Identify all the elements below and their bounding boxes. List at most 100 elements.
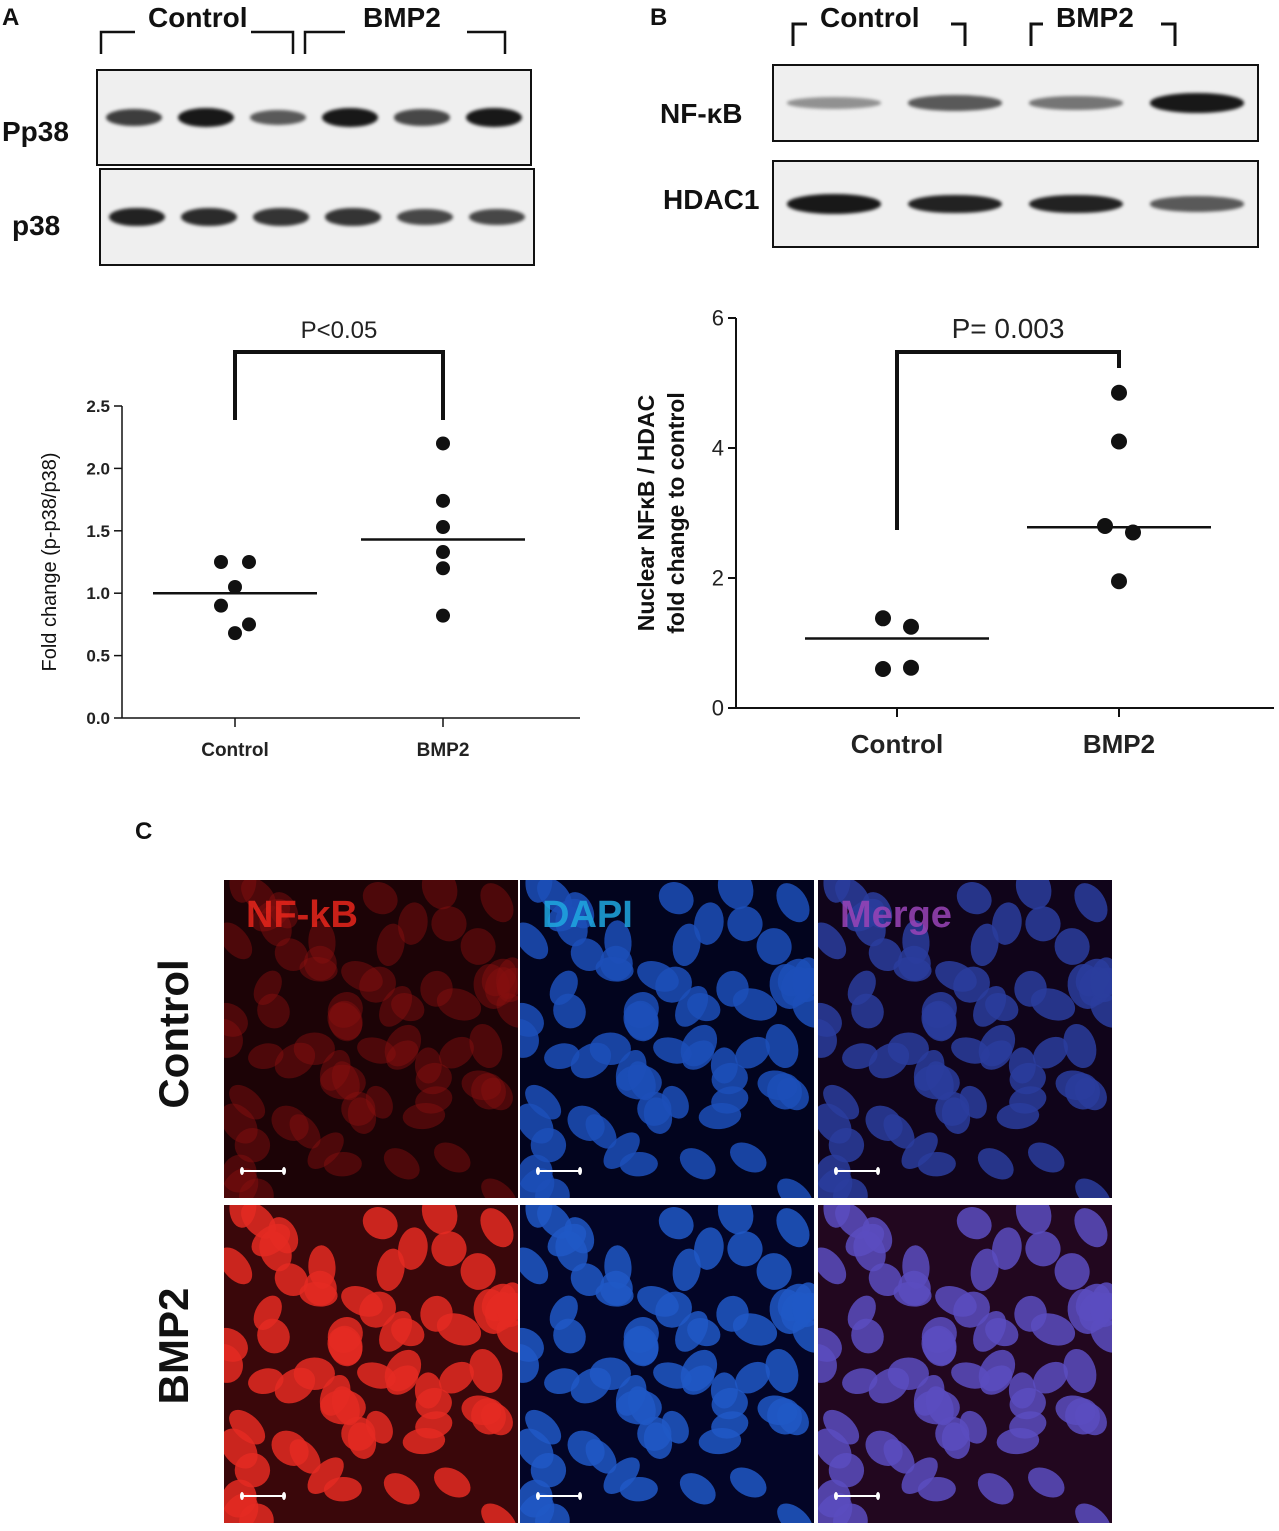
nucleus [253,970,282,1006]
y-tick-label: 6 [712,306,724,331]
nucleus [823,1409,860,1445]
nucleus [985,993,1019,1022]
nucleus [951,1037,990,1064]
x-tick-label: Control [851,729,943,759]
nucleus [818,1343,837,1383]
nucleus [901,1457,938,1495]
nucleus [977,1473,1014,1505]
nucleus [653,1037,692,1064]
nucleus [274,938,308,972]
nucleus [1090,993,1112,1028]
channel-title: DAPI [542,894,633,936]
nucleus [570,938,604,972]
nucleus [257,993,290,1029]
nucleus [323,1151,362,1177]
nucleus [619,1476,658,1502]
blot-b-row-label: HDAC1 [663,184,760,215]
nucleus [460,928,496,965]
nucleus [619,1151,658,1177]
nucleus [537,1205,573,1239]
nucleus [376,1248,405,1291]
nucleus [717,1205,754,1235]
y-tick-label: 2.5 [86,397,110,416]
nucleus [224,1343,243,1383]
nucleus [792,993,814,1028]
nucleus [735,1361,770,1394]
nucleus [307,1457,344,1495]
nucleus [229,1084,266,1120]
nucleus [698,1428,742,1455]
data-point [214,598,228,613]
nucleus [956,882,992,915]
nucleus [520,1018,539,1058]
nucleus [520,1343,539,1383]
nucleus [655,966,692,1003]
nucleus [376,923,405,966]
nucleus [520,922,549,960]
nucleus [711,1062,748,1095]
scale-bar [536,1167,582,1175]
data-point [1111,573,1127,590]
nucleus [525,1409,562,1445]
nucleus [341,960,383,992]
blot-a-strip-pp38 [96,69,532,166]
data-point [1097,518,1113,534]
nucleus [402,1103,446,1130]
scale-bar [240,1492,286,1500]
nucleus [481,958,517,997]
y-tick-label: 2.0 [86,459,110,478]
data-point [436,608,450,623]
nucleus [1054,1253,1090,1290]
y-tick-label: 1.5 [86,522,110,541]
data-point [875,610,891,627]
nucleus [274,1263,308,1297]
nucleus [851,1318,884,1354]
y-tick-label: 4 [712,436,724,461]
nucleus [922,1325,957,1367]
nucleus [757,1070,798,1101]
blot-a-p38-band [396,208,454,226]
nucleus [851,993,884,1029]
nucleus [391,1318,425,1347]
chart-b: 0 2 4 6 Control BMP2 Nuclear NFκB / HDAC fold c… [633,306,1274,759]
nucleus [1009,1387,1046,1420]
nucleus [717,880,754,910]
significance-bracket [233,350,445,420]
nucleus [415,1062,452,1095]
nucleus [757,1395,798,1426]
nucleus [818,1168,853,1198]
nucleus [303,945,337,981]
nucleus [480,1208,514,1248]
data-point [903,618,919,635]
nucleus [268,892,299,929]
nucleus [959,1085,987,1119]
nucleus [471,1073,506,1110]
cell-nuclei [818,1205,1112,1523]
nucleus [271,1430,309,1466]
nucleus [299,1281,338,1307]
nucleus [658,1207,694,1240]
row-label-bmp2: BMP2 [150,1287,197,1405]
nucleus [893,1281,932,1307]
blot-a-group-control: Control [148,2,248,33]
nucleus [765,1023,799,1069]
y-tick-label: 0.5 [86,647,110,666]
nucleus [732,1313,778,1346]
y-axis-label: fold change to control [663,392,689,634]
nucleus [1015,1205,1052,1235]
blot-a-row-label: Pp38 [2,116,69,147]
nucleus [544,1043,580,1070]
nucleus [384,1024,422,1067]
nucleus [567,1105,605,1141]
nucleus [436,1313,482,1346]
nucleus [481,1077,513,1111]
nucleus [496,967,518,1003]
nucleus [991,1227,1022,1270]
cell-nuclei [224,880,518,1198]
nucleus [1063,1023,1097,1069]
nucleus [730,1142,767,1173]
nucleus [727,906,763,942]
nucleus [341,1091,376,1126]
nucleus [996,1428,1040,1455]
data-point [436,436,450,451]
